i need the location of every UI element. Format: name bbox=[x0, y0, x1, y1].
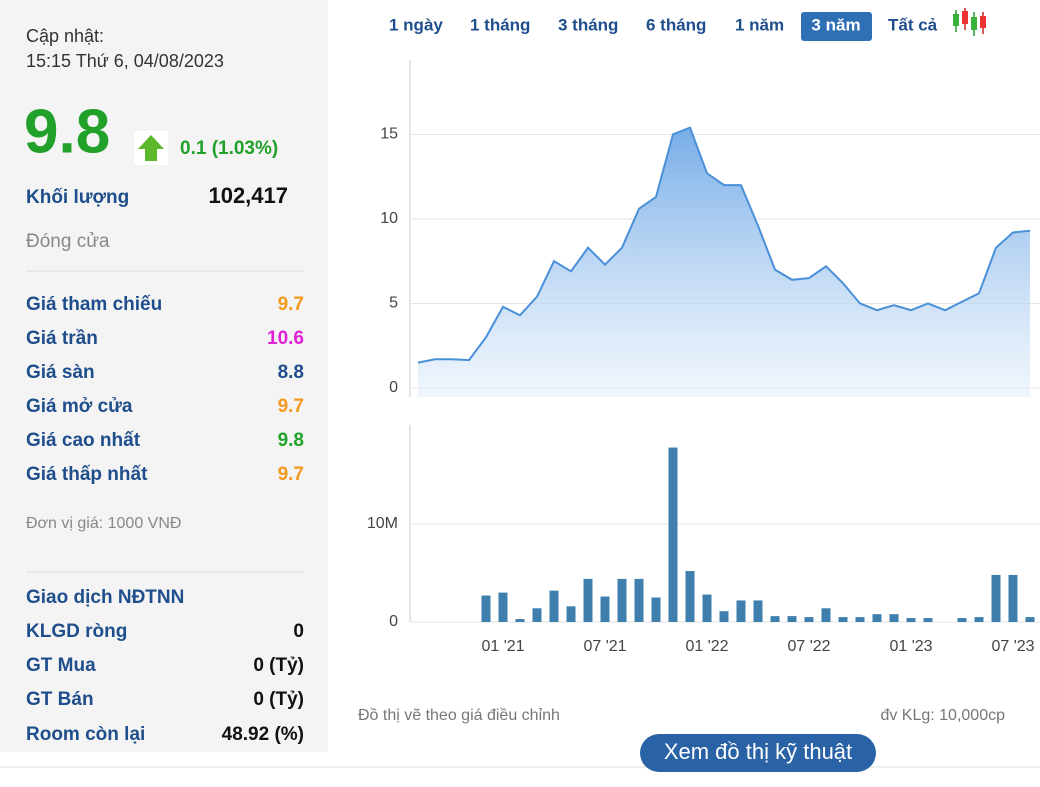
row-value: 8.8 bbox=[278, 362, 304, 383]
volume-bar bbox=[532, 608, 542, 622]
x-tick-label: 01 '23 bbox=[889, 638, 932, 655]
volume-bar bbox=[974, 617, 984, 622]
volume-bar bbox=[481, 595, 491, 622]
y-tick-label: 15 bbox=[380, 126, 398, 143]
volume-bar bbox=[668, 447, 678, 622]
volume-bar bbox=[872, 614, 882, 622]
volume-bar bbox=[821, 608, 831, 622]
row-value: 10.6 bbox=[267, 328, 304, 349]
tab[interactable]: 1 ngày bbox=[389, 15, 443, 34]
volume-bar bbox=[923, 618, 933, 622]
y-tick-label: 0 bbox=[389, 613, 398, 630]
status: Đóng cửa bbox=[26, 231, 110, 252]
volume-bar bbox=[651, 597, 661, 622]
volume-bar bbox=[549, 590, 559, 622]
volume-bar bbox=[1025, 617, 1035, 622]
volume-bar bbox=[991, 574, 1001, 622]
volume: 102,417 bbox=[208, 183, 288, 208]
volume-bar bbox=[634, 578, 644, 622]
row-label: Giá thấp nhất bbox=[26, 464, 148, 485]
price: 9.8 bbox=[24, 97, 110, 166]
volume-bar bbox=[515, 619, 525, 622]
tab-active[interactable]: 3 năm bbox=[811, 15, 860, 34]
row-value: 9.8 bbox=[278, 430, 304, 451]
volume-bar bbox=[685, 571, 695, 622]
row-label: GT Mua bbox=[26, 655, 96, 676]
y-tick-label: 10 bbox=[380, 210, 398, 227]
y-tick-label: 0 bbox=[389, 379, 398, 396]
volume-bar bbox=[838, 617, 848, 622]
volume-bar bbox=[787, 616, 797, 622]
volume-bar bbox=[753, 600, 763, 622]
price-area bbox=[418, 127, 1030, 397]
y-tick-label: 5 bbox=[389, 295, 398, 312]
row-label: Giá trần bbox=[26, 328, 98, 349]
update-label: Cập nhật: bbox=[26, 26, 104, 46]
row-value: 9.7 bbox=[278, 464, 304, 485]
y-tick-label: 10M bbox=[367, 515, 398, 532]
volume-bar bbox=[498, 592, 508, 622]
row-label: KLGD ròng bbox=[26, 621, 127, 642]
row-label: Room còn lại bbox=[26, 724, 145, 745]
footer-unit: đv KLg: 10,000cp bbox=[880, 707, 1005, 724]
row-value: 9.7 bbox=[278, 396, 304, 417]
tab[interactable]: 1 năm bbox=[735, 15, 784, 34]
volume-bar bbox=[566, 606, 576, 622]
update-time: 15:15 Thứ 6, 04/08/2023 bbox=[26, 51, 224, 71]
volume-bar bbox=[889, 614, 899, 622]
foreign-rows: KLGD ròng 0 GT Mua 0 (Tỷ) GT Bán 0 (Tỷ) … bbox=[26, 621, 304, 745]
tab[interactable]: Tất cả bbox=[888, 15, 938, 34]
row-label: Giá cao nhất bbox=[26, 430, 141, 451]
row-label: Giá tham chiếu bbox=[26, 294, 162, 315]
row-label: Giá mở cửa bbox=[26, 396, 133, 417]
volume-bar bbox=[600, 596, 610, 622]
price-line bbox=[417, 126, 1031, 364]
row-value: 0 (Tỷ) bbox=[253, 689, 304, 710]
price-rows: Giá tham chiếu 9.7 Giá trần 10.6 Giá sàn… bbox=[26, 294, 304, 485]
row-label: GT Bán bbox=[26, 689, 94, 710]
volume-bar bbox=[855, 617, 865, 622]
volume-bar bbox=[1008, 574, 1018, 622]
tab[interactable]: 6 tháng bbox=[646, 15, 706, 34]
x-tick-label: 07 '21 bbox=[583, 638, 626, 655]
up-arrow bbox=[138, 135, 164, 161]
volume-label: Khối lượng bbox=[26, 187, 129, 208]
row-value: 9.7 bbox=[278, 294, 304, 315]
volume-bar bbox=[702, 594, 712, 622]
button-label[interactable]: Xem đồ thị kỹ thuật bbox=[664, 739, 852, 764]
tab[interactable]: 3 tháng bbox=[558, 15, 618, 34]
row-value: 0 bbox=[293, 621, 304, 642]
row-label: Giá sàn bbox=[26, 362, 95, 383]
active-tab-bg[interactable] bbox=[801, 12, 872, 41]
x-tick-label: 07 '22 bbox=[787, 638, 830, 655]
volume-bar bbox=[719, 611, 729, 622]
volume-bar bbox=[736, 600, 746, 622]
range-tabs: 1 ngày 1 tháng 3 tháng 6 tháng 1 năm 3 n… bbox=[389, 8, 986, 41]
tech-chart-button[interactable] bbox=[640, 734, 876, 772]
row-value: 48.92 (%) bbox=[222, 724, 304, 745]
price-change: 0.1 (1.03%) bbox=[180, 138, 278, 159]
foreign-title: Giao dịch NĐTNN bbox=[26, 587, 184, 608]
footer-note: Đồ thị vẽ theo giá điều chỉnh bbox=[358, 707, 560, 724]
volume-bar bbox=[617, 578, 627, 622]
volume-bar bbox=[957, 618, 967, 622]
x-tick-label: 01 '22 bbox=[685, 638, 728, 655]
volume-bar bbox=[583, 578, 593, 622]
info-panel bbox=[0, 0, 328, 752]
volume-bar bbox=[906, 618, 916, 622]
volume-bar bbox=[770, 616, 780, 622]
x-tick-label: 07 '23 bbox=[991, 638, 1034, 655]
volume-bar bbox=[804, 617, 814, 622]
unit-note: Đơn vị giá: 1000 VNĐ bbox=[26, 515, 181, 532]
tab[interactable]: 1 tháng bbox=[470, 15, 530, 34]
row-value: 0 (Tỷ) bbox=[253, 655, 304, 676]
x-tick-label: 01 '21 bbox=[481, 638, 524, 655]
candle-icon[interactable] bbox=[953, 8, 986, 36]
